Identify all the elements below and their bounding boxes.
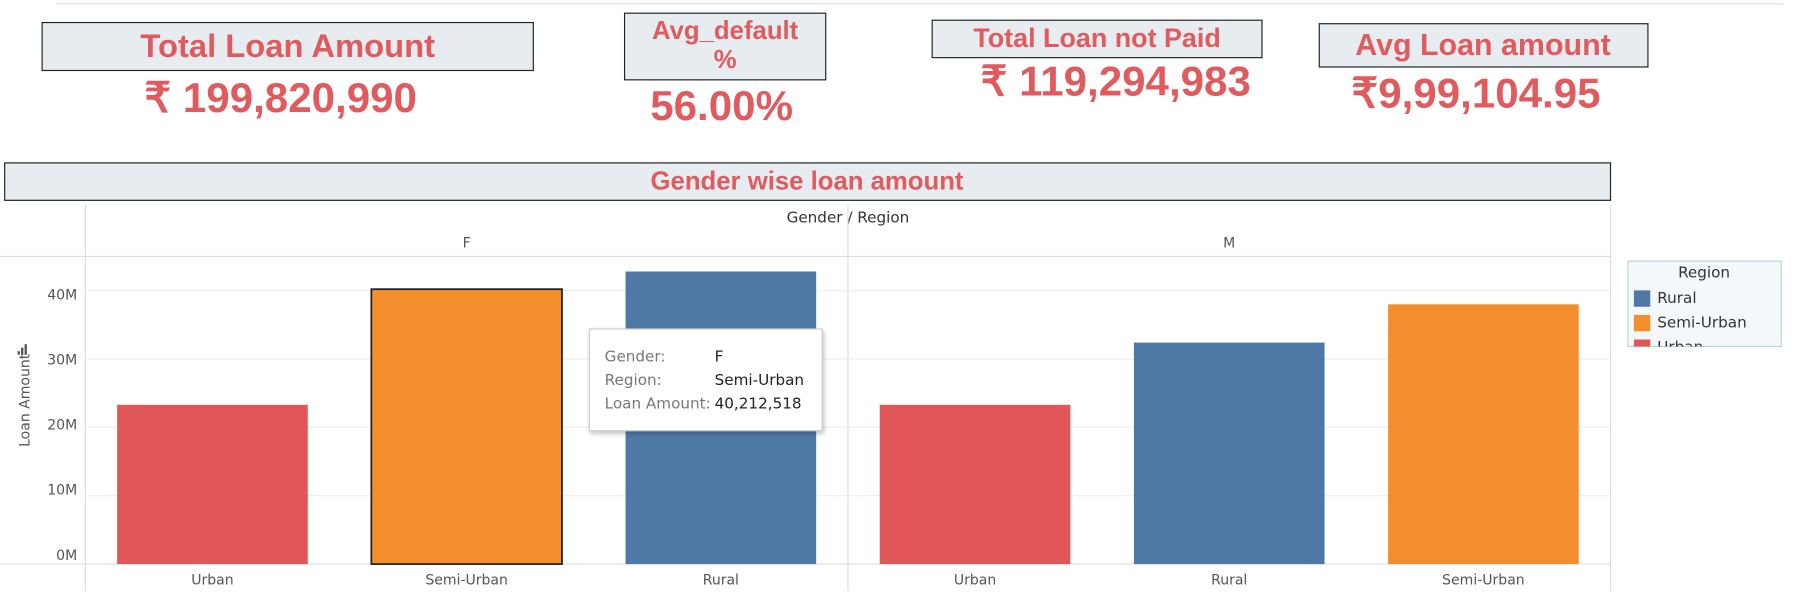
bar	[117, 404, 308, 565]
kpi-title: Avg_default%	[652, 17, 799, 74]
bar	[879, 404, 1071, 565]
tooltip-value: F	[715, 348, 724, 366]
kpi-title: Avg Loan amount	[1355, 28, 1611, 62]
x-tick-label: Urban	[954, 572, 996, 588]
legend-entries: Rural Semi-Urban Urban	[1633, 289, 1747, 356]
y-tick-label: 0M	[56, 548, 77, 564]
kpi-value: ₹ 199,820,990	[144, 74, 417, 121]
panel-label: M	[1223, 236, 1235, 252]
kpi-value: 56.00%	[650, 82, 793, 129]
kpi-title: Total Loan Amount	[140, 27, 435, 64]
legend-box	[1627, 260, 1782, 348]
tooltip-key: Gender:	[605, 348, 666, 366]
x-tick-label: Semi-Urban	[1442, 572, 1525, 588]
x-tick-label: Urban	[191, 572, 233, 588]
x-tick-label: Rural	[1211, 572, 1247, 588]
legend-swatch	[1633, 339, 1651, 347]
kpi-box	[41, 21, 534, 72]
tooltip-box	[588, 328, 823, 432]
legend-label: Urban	[1657, 338, 1703, 356]
legend-title: Region	[1678, 263, 1730, 281]
chart-title-box	[4, 162, 1612, 201]
panel-label: F	[463, 236, 471, 252]
tooltip-value: Semi-Urban	[715, 371, 804, 389]
legend-label: Rural	[1657, 289, 1696, 307]
kpi-value: ₹ 119,294,983	[981, 58, 1251, 105]
legend-swatch	[1633, 290, 1651, 307]
bar	[370, 288, 563, 565]
y-label-icon	[17, 344, 27, 355]
kpi-area: Total Loan Amount ₹ 199,820,990 Avg_defaul…	[41, 12, 1649, 129]
kpi-box	[1318, 23, 1649, 68]
y-tick-label: 10M	[47, 483, 77, 499]
chart-title: Gender wise loan amount	[651, 168, 964, 196]
kpi-box	[623, 12, 827, 81]
tooltip-value: 40,212,518	[715, 394, 802, 412]
tooltip-key: Loan Amount:	[605, 394, 711, 412]
y-tick-label: 20M	[47, 418, 77, 434]
y-tick-label: 30M	[47, 352, 77, 368]
y-tick-label: 40M	[47, 287, 77, 303]
y-axis-label: Loan Amount	[18, 353, 34, 447]
legend-label: Semi-Urban	[1657, 314, 1746, 332]
x-tick-label: Rural	[703, 572, 739, 588]
bar	[1388, 304, 1579, 565]
kpi-title: Total Loan not Paid	[973, 23, 1220, 53]
kpi-value: ₹9,99,104.95	[1351, 69, 1600, 116]
bar	[1133, 342, 1325, 565]
x-tick-label: Semi-Urban	[425, 572, 508, 588]
kpi-box	[931, 19, 1263, 59]
tooltip-key: Region:	[605, 371, 662, 389]
legend: Region Rural Semi-Urban Urban	[1627, 260, 1782, 356]
legend-swatch	[1633, 314, 1651, 332]
